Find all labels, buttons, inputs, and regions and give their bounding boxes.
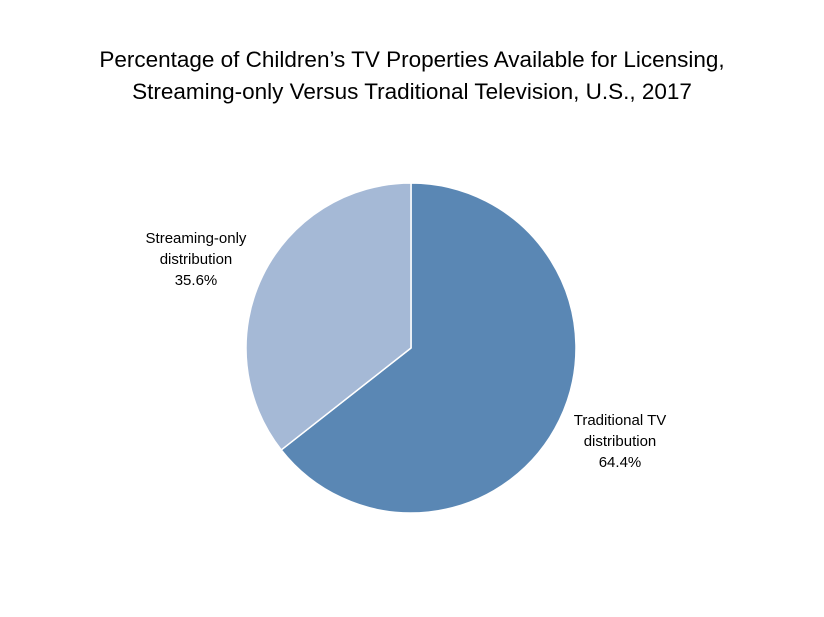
slice-label-streaming-value: 35.6% xyxy=(174,272,218,289)
pie-slices xyxy=(245,182,577,514)
slice-label-streaming-only: Streaming-only distribution 35.6% xyxy=(131,228,261,291)
chart-title-line-2: Streaming-only Versus Traditional Televi… xyxy=(132,79,692,104)
chart-title-line-1: Percentage of Children’s TV Properties A… xyxy=(99,47,725,72)
slice-label-streaming-name-2: distribution xyxy=(159,251,233,268)
slice-label-traditional-value: 64.4% xyxy=(598,454,642,471)
chart-title: Percentage of Children’s TV Properties A… xyxy=(0,44,824,108)
slice-label-streaming-name-1: Streaming-only xyxy=(145,230,247,247)
slice-label-traditional-name-1: Traditional TV xyxy=(573,412,667,429)
slice-label-traditional-tv: Traditional TV distribution 64.4% xyxy=(560,410,680,473)
pie-slice-streaming-only xyxy=(245,182,412,451)
pie-slice-traditional-tv xyxy=(280,182,577,514)
slice-label-traditional-name-2: distribution xyxy=(583,433,657,450)
